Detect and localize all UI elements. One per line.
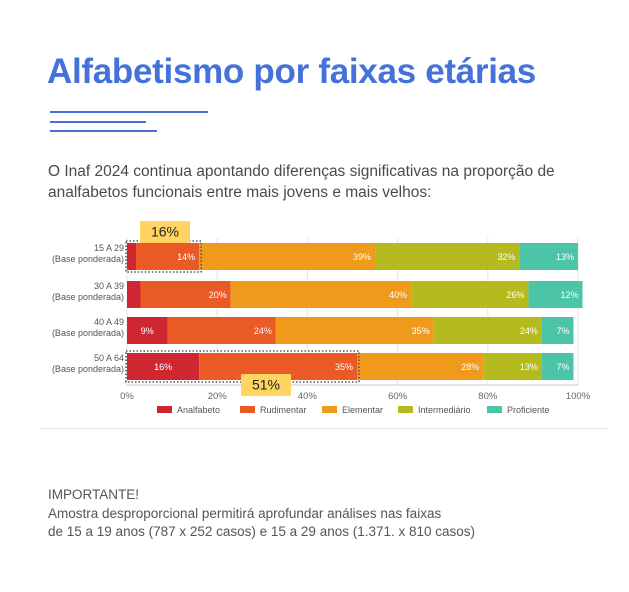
callout-box — [125, 240, 202, 273]
page-title: Alfabetismo por faixas etárias — [47, 52, 536, 91]
notes-line-2: de 15 a 19 anos (787 x 252 casos) e 15 a… — [48, 524, 476, 539]
bar-segment — [375, 243, 520, 270]
bar-segment — [167, 317, 276, 344]
x-tick-label: 20% — [208, 391, 228, 402]
notes-heading: IMPORTANTE! — [48, 487, 140, 502]
category-label: 15 A 29 — [94, 243, 124, 253]
data-label: 40% — [389, 290, 407, 300]
bar-segment — [230, 281, 412, 308]
legend-label: Intermediário — [418, 405, 471, 415]
bar-segment — [140, 281, 231, 308]
callout-badge — [140, 221, 190, 243]
data-label: 14% — [177, 252, 195, 262]
data-label: 35% — [412, 326, 430, 336]
legend-label: Proficiente — [507, 405, 550, 415]
legend-swatch — [157, 406, 172, 413]
bar-segment — [541, 317, 574, 344]
bar-segment — [127, 243, 137, 270]
x-tick-label: 80% — [478, 391, 498, 402]
category-label: (Base ponderada) — [52, 292, 124, 302]
bar-segment — [528, 281, 583, 308]
bar-segment — [275, 317, 434, 344]
data-label: 24% — [254, 326, 272, 336]
category-label: (Base ponderada) — [52, 328, 124, 338]
decorative-line — [50, 130, 157, 132]
data-label: 7% — [556, 326, 569, 336]
data-label: 26% — [506, 290, 524, 300]
category-label: 50 A 64 — [94, 353, 124, 363]
x-tick-label: 40% — [298, 391, 318, 402]
bar-segment — [199, 243, 376, 270]
legend-label: Elementar — [342, 405, 383, 415]
data-label: 20% — [209, 290, 227, 300]
legend-swatch — [398, 406, 413, 413]
bar-segment — [127, 317, 168, 344]
legend-label: Analfabeto — [177, 405, 220, 415]
data-label: 35% — [335, 362, 353, 372]
category-label: 30 A 39 — [94, 281, 124, 291]
legend-swatch — [240, 406, 255, 413]
callout-label: 51% — [252, 377, 280, 393]
data-label: 16% — [154, 362, 172, 372]
legend-swatch — [322, 406, 337, 413]
section-divider — [40, 428, 608, 429]
notes-block: IMPORTANTE! Amostra desproporcional perm… — [48, 486, 608, 542]
x-tick-label: 0% — [120, 391, 134, 402]
data-label: 39% — [353, 252, 371, 262]
x-tick-label: 100% — [566, 391, 591, 402]
legend-label: Rudimentar — [260, 405, 307, 415]
bar-segment — [411, 281, 529, 308]
bar-segment — [136, 243, 200, 270]
data-label: 9% — [141, 326, 154, 336]
decorative-line — [50, 121, 146, 123]
x-tick-label: 60% — [388, 391, 408, 402]
bar-segment — [357, 353, 484, 380]
data-label: 13% — [520, 362, 538, 372]
category-label: 40 A 49 — [94, 317, 124, 327]
bar-segment — [483, 353, 542, 380]
callout-badge — [241, 374, 291, 396]
bar-segment — [127, 281, 141, 308]
category-label: (Base ponderada) — [52, 254, 124, 264]
data-label: 24% — [520, 326, 538, 336]
decorative-line — [50, 111, 208, 113]
data-label: 12% — [560, 290, 578, 300]
callout-box — [125, 350, 360, 383]
data-label: 28% — [461, 362, 479, 372]
bar-segment — [127, 353, 200, 380]
data-label: 13% — [556, 252, 574, 262]
data-label: 32% — [497, 252, 515, 262]
callout-label: 16% — [151, 224, 179, 240]
bar-segment — [541, 353, 574, 380]
legend-swatch — [487, 406, 502, 413]
intro-text: O Inaf 2024 continua apontando diferença… — [48, 163, 555, 201]
bar-segment — [519, 243, 578, 270]
data-label: 7% — [556, 362, 569, 372]
notes-line-1: Amostra desproporcional permitirá aprofu… — [48, 505, 442, 521]
category-label: (Base ponderada) — [52, 364, 124, 374]
bar-segment — [433, 317, 542, 344]
